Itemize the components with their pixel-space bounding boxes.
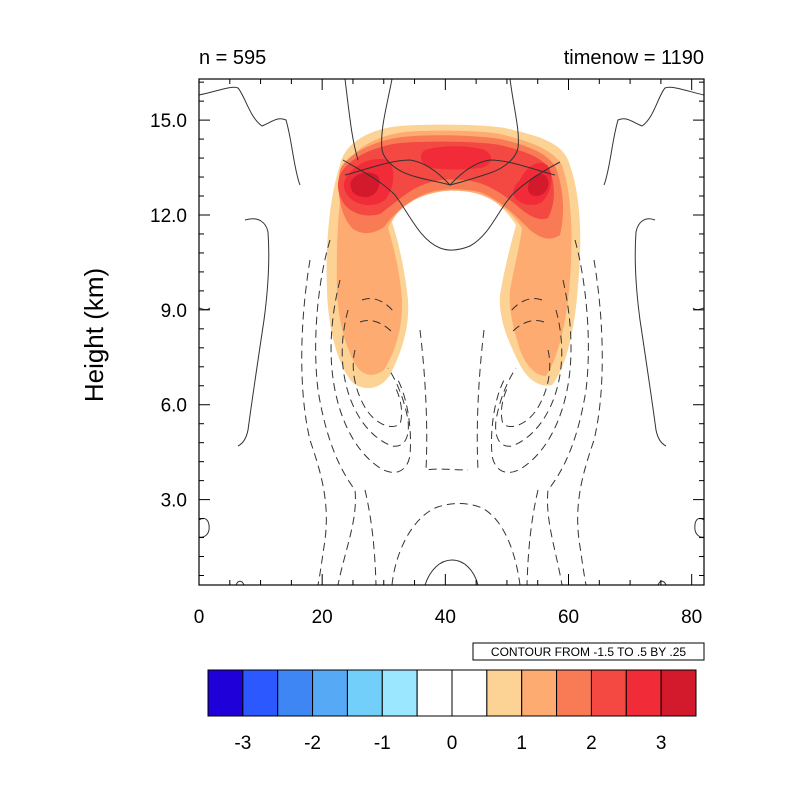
- x-ticks: 0 20 40 60 80: [194, 79, 702, 628]
- dashed-left-6: [301, 259, 327, 585]
- contour-peak-right: [449, 159, 556, 186]
- colorbar-swatch: [590, 669, 627, 717]
- contour-info-box: CONTOUR FROM -1.5 TO .5 BY .25: [472, 642, 705, 661]
- x-tick-label: 20: [312, 607, 333, 628]
- contour-info-text: CONTOUR FROM -1.5 TO .5 BY .25: [491, 645, 686, 659]
- x-tick-label: 80: [681, 607, 702, 628]
- colorbar-swatch: [277, 669, 314, 717]
- dashed-left-4: [352, 349, 403, 427]
- colorbar-swatch: [486, 669, 523, 717]
- colorbar-label: -3: [234, 733, 251, 754]
- contour-zero-right: [603, 86, 704, 186]
- contour-bottom-bump: [424, 559, 479, 585]
- dashed-left-inner-column: [364, 489, 377, 585]
- colorbar-swatch: [625, 669, 662, 717]
- title-left: n = 595: [199, 47, 266, 69]
- y-tick-label: 15.0: [150, 111, 187, 132]
- colorbar-swatch: [312, 669, 348, 717]
- dashed-bottom-arch: [391, 503, 521, 585]
- contour-bottom-edge: [235, 580, 667, 585]
- plot-area: [199, 79, 704, 585]
- y-tick-label: 3.0: [161, 491, 187, 512]
- dashed-contours: [301, 239, 603, 585]
- x-tick-label: 0: [194, 607, 205, 628]
- colorbar-label: 0: [447, 733, 458, 754]
- colorbar-swatch: [556, 669, 592, 717]
- title-right: timenow = 1190: [564, 47, 704, 69]
- dashed-left-2: [330, 279, 411, 473]
- colorbar-labels: -3 -2 -1 0 1 2 3: [234, 733, 666, 754]
- contour-peak-left: [344, 159, 451, 186]
- x-tick-label: 60: [558, 607, 579, 628]
- colorbar-swatch: [451, 669, 488, 717]
- y-ticks: 3.0 6.0 9.0 12.0 15.0: [150, 81, 704, 577]
- contour-right-column: [634, 218, 667, 447]
- dashed-right-2: [491, 279, 572, 473]
- dashed-left-5: [359, 298, 395, 333]
- colorbar-swatch: [660, 669, 697, 717]
- colorbar-swatch: [207, 669, 244, 717]
- contour-info-frame: [472, 642, 705, 661]
- colorbar-swatch: [242, 669, 279, 717]
- plot-frame: [198, 78, 705, 586]
- contour-zero-left: [199, 86, 301, 186]
- dashed-right-1: [547, 239, 589, 585]
- x-tick-label: 40: [435, 607, 456, 628]
- colorbar-label: 1: [516, 733, 527, 754]
- dashed-right-inner-column: [526, 489, 539, 585]
- y-tick-label: 12.0: [150, 206, 187, 227]
- colorbar-label: -1: [374, 733, 391, 754]
- y-tick-label: 9.0: [161, 301, 187, 322]
- shade-level-6: [350, 172, 549, 198]
- dashed-left-3: [341, 309, 409, 447]
- y-tick-label: 6.0: [161, 396, 187, 417]
- colorbar-label: 3: [656, 733, 667, 754]
- shade-level-5: [343, 146, 552, 206]
- colorbar-label: -2: [304, 733, 321, 754]
- colorbar-swatch: [346, 669, 383, 717]
- dashed-right-6: [577, 259, 603, 585]
- colorbar-swatch: [381, 669, 418, 717]
- colorbar-swatch: [521, 669, 558, 717]
- dashed-right-5: [509, 298, 545, 333]
- dashed-right-7: [476, 329, 485, 471]
- solid-contours: [199, 79, 704, 585]
- y-axis-title: Height (km): [79, 268, 109, 402]
- colorbar-label: 2: [586, 733, 597, 754]
- colorbar: [207, 669, 697, 717]
- dashed-right-3: [495, 309, 563, 447]
- dashed-right-4: [500, 349, 551, 427]
- contour-top-arch: [342, 159, 561, 251]
- dashed-left-1: [315, 239, 356, 585]
- colorbar-swatch: [416, 669, 453, 717]
- contour-left-column: [237, 218, 270, 447]
